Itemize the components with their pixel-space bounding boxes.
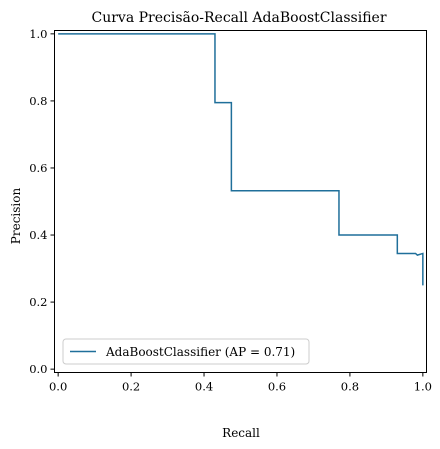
x-tick-label: 1.0 xyxy=(414,380,432,394)
y-tick-label: 0.6 xyxy=(29,161,47,175)
y-axis: 0.0 0.2 0.4 0.6 0.8 1.0 xyxy=(29,27,55,376)
legend: AdaBoostClassifier (AP = 0.71) xyxy=(62,338,310,365)
y-tick-label: 0.4 xyxy=(29,228,47,242)
pr-curve-line xyxy=(58,33,424,286)
x-tick-label: 0.6 xyxy=(268,380,286,394)
x-tick-label: 0.2 xyxy=(122,380,140,394)
x-axis: 0.0 0.2 0.4 0.6 0.8 1.0 xyxy=(49,372,432,394)
x-tick-label: 0.8 xyxy=(341,380,359,394)
y-tick-label: 0.2 xyxy=(29,295,47,309)
y-tick-label: 0.8 xyxy=(29,94,47,108)
x-axis-label: Recall xyxy=(222,426,260,440)
chart-title: Curva Precisão-Recall AdaBoostClassifier xyxy=(91,10,386,26)
plot-area xyxy=(58,33,424,286)
x-tick-label: 0.4 xyxy=(195,380,213,394)
legend-label: AdaBoostClassifier (AP = 0.71) xyxy=(105,345,295,359)
x-tick-label: 0.0 xyxy=(49,380,67,394)
y-axis-label: Precision xyxy=(9,188,23,245)
plot-frame xyxy=(54,30,427,373)
y-tick-label: 0.0 xyxy=(29,362,47,376)
legend-box xyxy=(62,338,310,365)
y-tick-label: 1.0 xyxy=(29,27,47,41)
